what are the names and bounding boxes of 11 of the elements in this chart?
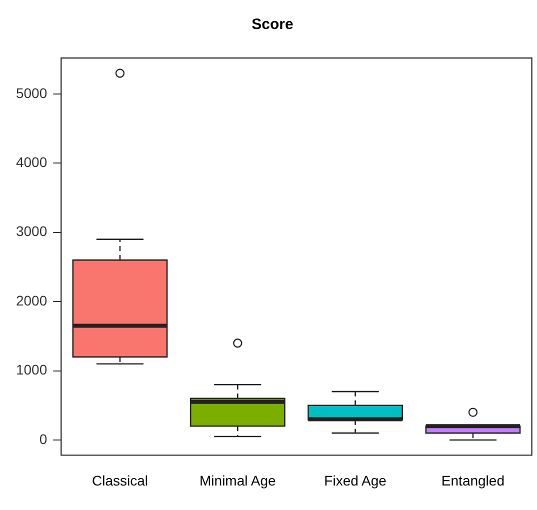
x-tick-label: Minimal Age	[200, 472, 276, 488]
x-tick-label: Classical	[92, 472, 148, 488]
y-tick-label: 3000	[16, 223, 48, 240]
y-tick-label: 5000	[16, 84, 48, 101]
y-tick-label: 0	[39, 430, 48, 447]
y-tick-label: 1000	[16, 362, 48, 378]
x-tick-label: Fixed Age	[324, 472, 387, 488]
y-tick-label: 4000	[16, 154, 48, 170]
chart-title: Score	[252, 16, 294, 34]
x-tick-label: Entangled	[441, 472, 504, 488]
y-tick-label: 2000	[16, 292, 48, 308]
